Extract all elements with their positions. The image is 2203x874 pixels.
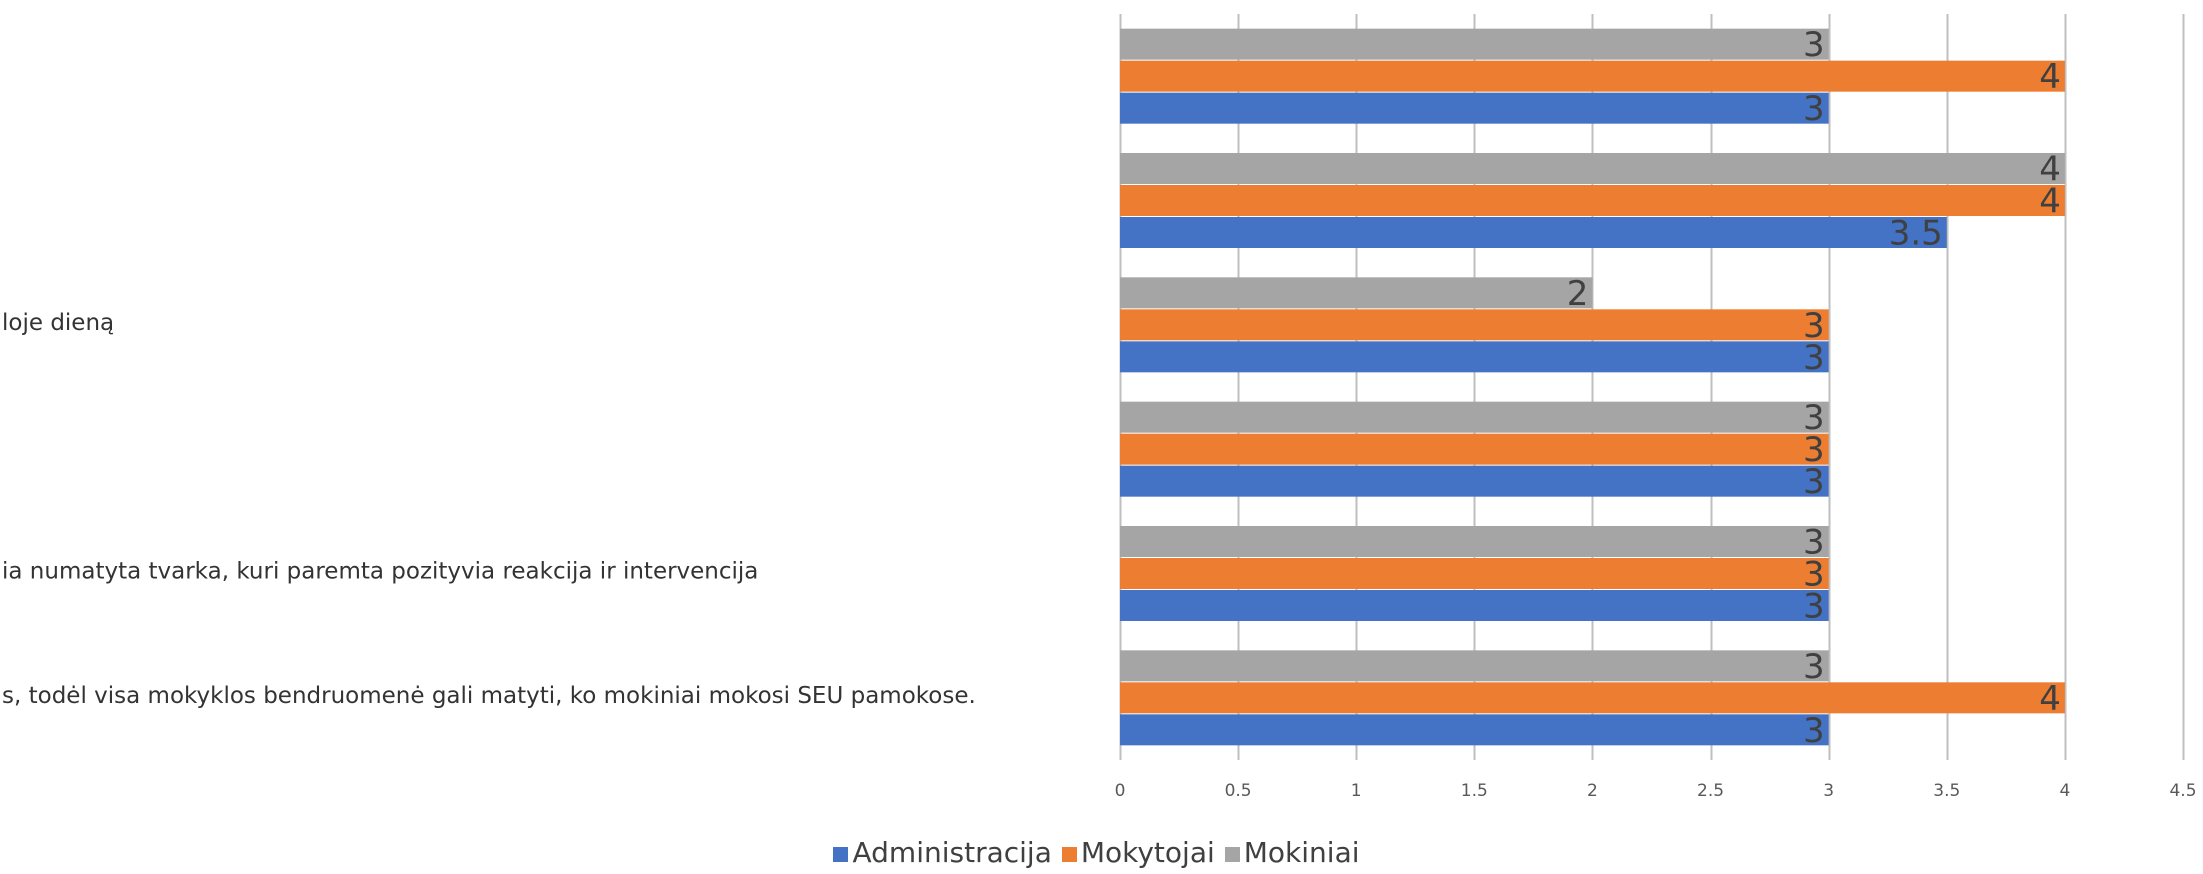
data-label: 3 xyxy=(1803,338,1825,378)
legend-item: Mokytojai xyxy=(1061,836,1215,869)
category-label: ia numatyta tvarka, kuri paremta pozityv… xyxy=(2,559,758,585)
bar xyxy=(1120,590,1829,621)
bar xyxy=(1120,650,1829,682)
data-label: 4 xyxy=(2039,182,2061,222)
data-label: 3 xyxy=(1803,711,1825,751)
x-tick-label: 3.5 xyxy=(1933,781,1960,801)
x-tick-label: 2.5 xyxy=(1697,781,1724,801)
legend-item: Administracija xyxy=(833,836,1052,869)
data-label: 4 xyxy=(2039,150,2061,190)
x-tick-label: 1.5 xyxy=(1461,781,1488,801)
x-tick-label: 2 xyxy=(1587,781,1598,801)
x-tick-label: 0.5 xyxy=(1225,781,1252,801)
bar xyxy=(1120,28,1829,60)
bar xyxy=(1120,341,1829,373)
bar xyxy=(1120,558,1829,589)
x-tick-label: 4 xyxy=(2059,781,2070,801)
x-tick-label: 3 xyxy=(1823,781,1834,801)
bar xyxy=(1120,217,1947,248)
legend-swatch xyxy=(1224,847,1240,862)
bar xyxy=(1120,465,1829,497)
bar xyxy=(1120,92,1829,124)
data-label: 3 xyxy=(1803,462,1825,502)
data-label: 3.5 xyxy=(1889,214,1943,254)
data-label: 3 xyxy=(1803,555,1825,595)
x-tick-label: 0 xyxy=(1115,781,1126,801)
data-label: 3 xyxy=(1803,398,1825,438)
bar xyxy=(1120,714,1829,746)
data-label: 3 xyxy=(1803,647,1825,687)
category-label: s, todėl visa mokyklos bendruomenė gali … xyxy=(2,683,976,709)
bar xyxy=(1120,185,2065,216)
x-tick-label: 4.5 xyxy=(2169,781,2196,801)
data-label: 3 xyxy=(1803,430,1825,470)
data-label: 3 xyxy=(1803,306,1825,346)
legend-label: Mokytojai xyxy=(1080,836,1215,869)
bar xyxy=(1120,277,1593,309)
bar xyxy=(1120,682,2065,714)
bar xyxy=(1120,433,1829,465)
legend-item: Mokiniai xyxy=(1224,836,1360,869)
data-label: 3 xyxy=(1803,25,1825,65)
bar xyxy=(1120,401,1829,433)
x-tick-label: 1 xyxy=(1351,781,1362,801)
data-label: 3 xyxy=(1803,89,1825,129)
bar xyxy=(1120,153,2065,184)
data-label: 3 xyxy=(1803,523,1825,563)
bar xyxy=(1120,60,2065,92)
data-label: 4 xyxy=(2039,679,2061,719)
legend-label: Mokiniai xyxy=(1243,836,1360,869)
legend-swatch xyxy=(1061,847,1077,862)
bar xyxy=(1120,526,1829,557)
legend: Administracija Mokytojai Mokiniai xyxy=(0,836,2203,869)
data-label: 4 xyxy=(2039,57,2061,97)
legend-label: Administracija xyxy=(852,836,1052,869)
data-label: 3 xyxy=(1803,587,1825,627)
data-label: 2 xyxy=(1567,274,1589,314)
bar xyxy=(1120,309,1829,341)
category-label: loje dieną xyxy=(2,310,114,336)
legend-swatch xyxy=(833,847,849,862)
